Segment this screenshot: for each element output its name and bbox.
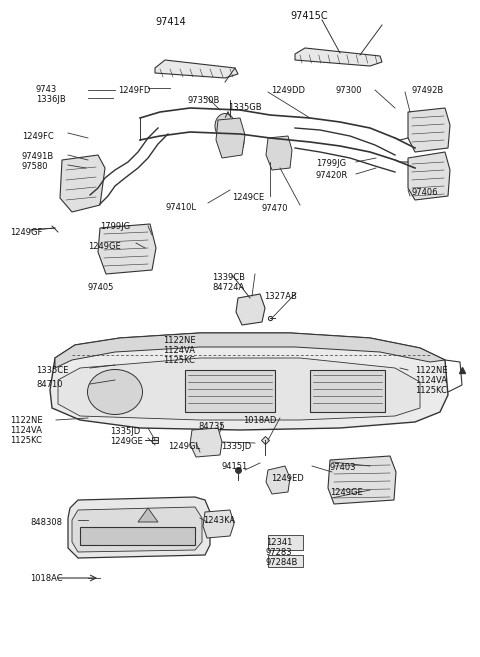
Bar [268,535,303,550]
Text: 97406: 97406 [411,188,437,197]
Text: 1249FC: 1249FC [22,132,54,141]
Text: 1249ED: 1249ED [271,474,304,483]
Polygon shape [203,510,234,538]
Polygon shape [55,333,445,368]
Text: 1327AB: 1327AB [264,292,297,301]
Polygon shape [72,507,202,552]
Text: 1018AD: 1018AD [243,416,276,425]
Text: 1249CE: 1249CE [232,193,264,202]
Text: 97403: 97403 [330,463,357,472]
Text: 1122NE: 1122NE [415,366,448,375]
Text: 1335GB: 1335GB [228,103,262,112]
Text: 1249FD: 1249FD [118,86,150,95]
Text: 1799JG: 1799JG [316,159,346,168]
Text: 97300: 97300 [336,86,362,95]
Text: 84710: 84710 [36,380,62,389]
Polygon shape [60,155,105,212]
Polygon shape [68,497,210,558]
Text: 97410L: 97410L [166,203,197,212]
Text: 1243KA: 1243KA [203,516,235,525]
Text: 1125KC: 1125KC [163,356,195,365]
Polygon shape [266,136,292,170]
Ellipse shape [215,114,235,139]
Text: 1124VA: 1124VA [10,426,42,435]
Polygon shape [328,456,396,504]
Bar [310,370,385,412]
Text: 1249GL: 1249GL [168,442,200,451]
Text: 97491B: 97491B [22,152,54,161]
Polygon shape [236,294,265,325]
Polygon shape [216,118,245,158]
Text: 97420R: 97420R [316,171,348,180]
Text: 1125KC: 1125KC [415,386,447,395]
Polygon shape [190,428,222,457]
Text: 97283: 97283 [266,548,293,557]
Ellipse shape [226,131,244,153]
Text: 12341: 12341 [266,538,292,547]
Text: 84735: 84735 [198,422,225,431]
Text: 1335JD: 1335JD [221,442,251,451]
Text: 1339CB: 1339CB [212,273,245,282]
Text: 94151: 94151 [221,462,247,471]
Text: 97350B: 97350B [188,96,220,105]
Polygon shape [408,108,450,152]
Text: 1124VA: 1124VA [163,346,195,355]
Text: 97470: 97470 [262,204,288,213]
Text: 84724A: 84724A [212,283,244,292]
Text: 1249GE: 1249GE [88,242,121,251]
Text: 1249GE: 1249GE [330,488,363,497]
Text: 9743: 9743 [36,85,57,94]
Bar [80,527,195,545]
Polygon shape [98,224,156,274]
Polygon shape [155,60,238,78]
Text: 1335JD: 1335JD [110,427,140,436]
Polygon shape [295,48,382,66]
Bar [185,370,275,412]
Text: 1249GF: 1249GF [10,228,42,237]
Text: 1336JB: 1336JB [36,95,66,104]
Text: 97284B: 97284B [266,558,299,567]
Ellipse shape [87,369,143,415]
Text: 1799JG: 1799JG [100,222,130,231]
Text: 1018AC: 1018AC [30,574,62,583]
Text: 97415C: 97415C [290,11,328,21]
Text: 1122NE: 1122NE [10,416,43,425]
Polygon shape [138,508,158,522]
Text: 1122NE: 1122NE [163,336,196,345]
Text: 97405: 97405 [88,283,114,292]
Text: 1249DD: 1249DD [271,86,305,95]
Polygon shape [58,358,420,420]
Text: 1249GE: 1249GE [110,437,143,446]
Text: 1124VA: 1124VA [415,376,447,385]
Text: 97580: 97580 [22,162,48,171]
Polygon shape [408,152,450,200]
Text: 1335CE: 1335CE [36,366,68,375]
Text: 97492B: 97492B [411,86,443,95]
Text: 97414: 97414 [155,17,186,27]
Text: 1125KC: 1125KC [10,436,42,445]
Bar [268,555,303,567]
Polygon shape [266,466,290,494]
Text: 848308: 848308 [30,518,62,527]
Polygon shape [50,333,448,430]
